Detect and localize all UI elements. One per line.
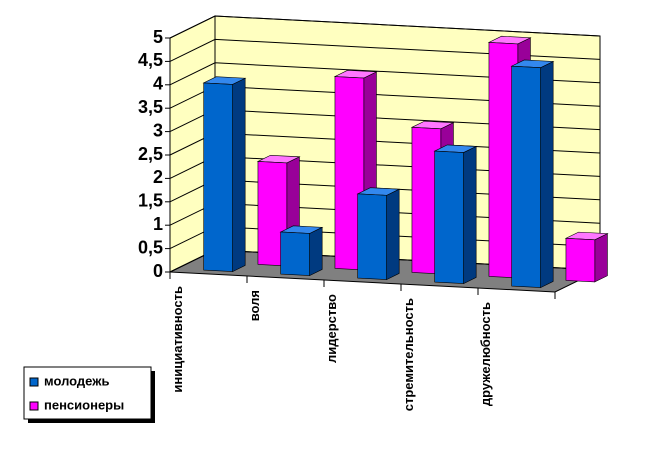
bar-side bbox=[386, 188, 400, 281]
x-tick-label: дружелюбность bbox=[478, 302, 493, 406]
bar bbox=[411, 127, 442, 275]
bar bbox=[511, 65, 541, 288]
x-tick-label: стремительность bbox=[401, 298, 416, 411]
legend-swatch bbox=[29, 377, 39, 387]
bar-side bbox=[463, 145, 477, 285]
bar bbox=[488, 42, 519, 279]
bar bbox=[334, 76, 365, 271]
grid-line bbox=[169, 15, 601, 39]
bar bbox=[203, 82, 233, 272]
grid-line bbox=[169, 62, 601, 86]
x-tick-label: инициативность bbox=[170, 286, 185, 393]
bar-side bbox=[594, 233, 608, 283]
y-tick-label: 2 bbox=[153, 167, 163, 187]
grid-line bbox=[169, 38, 601, 62]
bar bbox=[257, 161, 288, 267]
bar-side bbox=[232, 77, 246, 273]
x-tick-label: воля bbox=[247, 290, 262, 321]
legend bbox=[23, 366, 152, 420]
y-tick-label: 1 bbox=[153, 214, 163, 234]
y-tick-label: 0,5 bbox=[138, 237, 163, 257]
y-tick-label: 3,5 bbox=[138, 97, 163, 117]
y-tick-label: 3 bbox=[153, 120, 163, 140]
bar-side bbox=[540, 60, 554, 289]
legend-label: молодежь bbox=[44, 373, 109, 388]
bar bbox=[280, 231, 310, 276]
y-tick-label: 5 bbox=[153, 27, 163, 47]
x-tick-label: лидерство bbox=[324, 294, 339, 363]
bar bbox=[565, 237, 596, 283]
y-tick-label: 4,5 bbox=[138, 50, 163, 70]
bar-side bbox=[309, 226, 323, 277]
bar bbox=[357, 193, 387, 280]
bar bbox=[434, 150, 464, 284]
legend-label: пенсионеры bbox=[44, 397, 124, 412]
y-tick-label: 2,5 bbox=[138, 144, 163, 164]
y-tick-label: 4 bbox=[153, 74, 163, 94]
y-tick-label: 0 bbox=[153, 261, 163, 281]
y-tick-label: 1,5 bbox=[138, 191, 163, 211]
legend-swatch bbox=[29, 401, 39, 411]
